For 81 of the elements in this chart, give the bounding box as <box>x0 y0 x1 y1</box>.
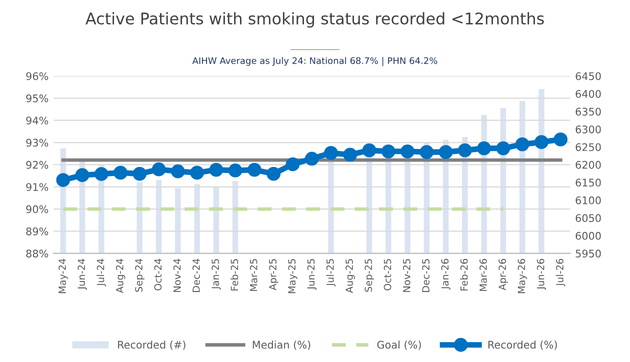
x-tick-label: Jun-24 <box>78 258 87 290</box>
point <box>496 141 510 156</box>
point <box>515 137 530 152</box>
y-tick-label: 90% <box>26 205 48 214</box>
y2-tick-label: 6000 <box>576 232 601 240</box>
x-tick-label: May-26 <box>518 258 528 294</box>
x-tick-label: Apr-25 <box>269 259 278 290</box>
point <box>94 167 108 181</box>
x-tick-label: Jan-26 <box>441 258 450 290</box>
x-tick-label: Jul-25 <box>326 259 336 286</box>
point <box>190 166 204 180</box>
y-tick-label: 93% <box>26 138 48 147</box>
point <box>554 132 568 146</box>
x-tick-label: Nov-24 <box>173 258 181 292</box>
x-tick-label: Oct-25 <box>384 259 392 290</box>
y2-tick-label: 6350 <box>576 108 601 116</box>
x-tick-label: Jun-26 <box>536 258 546 290</box>
point <box>343 148 358 162</box>
point <box>438 145 453 160</box>
y-tick-label: 96% <box>26 72 48 80</box>
point <box>324 146 338 160</box>
y-tick-label: 95% <box>26 94 48 102</box>
point <box>75 168 90 182</box>
x-tick-label: Mar-25 <box>250 259 258 291</box>
point <box>286 157 300 172</box>
x-tick-label: Dec-25 <box>422 259 430 292</box>
x-tick-label: Jul-24 <box>96 258 106 286</box>
x-tick-label: May-25 <box>288 259 298 294</box>
y-tick-label: 91% <box>26 183 48 191</box>
point <box>56 173 70 187</box>
legend-label: Recorded (#) <box>118 340 186 350</box>
point <box>114 166 128 180</box>
point <box>362 143 376 158</box>
x-tick-label: Jul-26 <box>556 258 566 286</box>
point <box>209 162 224 177</box>
y-tick-label: 88% <box>26 250 48 258</box>
x-tick-label: Nov-25 <box>402 259 410 292</box>
point <box>248 162 262 177</box>
point <box>477 141 491 156</box>
point <box>170 164 185 178</box>
y2-tick-label: 5950 <box>576 250 601 258</box>
y-tick-label: 94% <box>26 116 48 124</box>
chart-title: Active Patients with smoking status recorded <12months <box>86 12 544 28</box>
point <box>534 135 548 150</box>
x-tick-label: Sep-24 <box>135 258 144 292</box>
y2-tick-label: 6200 <box>576 160 601 169</box>
point <box>228 164 242 178</box>
legend-label: Median (%) <box>252 340 310 350</box>
legend-label: Goal (%) <box>377 340 421 350</box>
x-tick-label: Oct-24 <box>154 258 162 290</box>
point <box>458 143 472 158</box>
y2-tick-label: 6150 <box>576 178 601 187</box>
text: __________ <box>290 49 340 50</box>
legend-label: Recorded (%) <box>488 340 557 350</box>
y2-tick-label: 6450 <box>576 72 601 80</box>
point <box>152 162 166 176</box>
x-tick-label: Feb-26 <box>460 258 468 290</box>
x-tick-label: Apr-26 <box>498 258 508 290</box>
point <box>400 144 414 158</box>
x-tick-label: Mar-26 <box>480 258 487 291</box>
x-tick-label: Aug-24 <box>116 258 126 294</box>
y2-tick-label: 6050 <box>576 214 601 222</box>
x-tick-label: Jun-25 <box>307 259 316 290</box>
y2-tick-label: 6400 <box>576 90 601 98</box>
point <box>304 152 319 166</box>
x-tick-label: Sep-25 <box>364 259 374 292</box>
x-tick-label: May-24 <box>58 258 68 294</box>
y-tick-label: 92% <box>26 160 48 169</box>
point <box>420 145 434 160</box>
point <box>132 166 147 181</box>
point <box>266 166 281 181</box>
y2-tick-label: 6100 <box>576 196 601 204</box>
x-tick-label: Dec-24 <box>192 258 200 292</box>
point <box>381 144 396 158</box>
y2-tick-label: 6250 <box>576 143 601 152</box>
chart-subtitle: AIHW Average as July 24: National 68.7% | PHN 64.2% <box>192 57 438 66</box>
x-tick-label: Jan-25 <box>212 259 221 290</box>
y-tick-label: 89% <box>26 227 48 236</box>
x-tick-label: Aug-25 <box>346 259 355 294</box>
x-tick-label: Feb-25 <box>230 259 238 290</box>
y2-tick-label: 6300 <box>576 125 601 134</box>
